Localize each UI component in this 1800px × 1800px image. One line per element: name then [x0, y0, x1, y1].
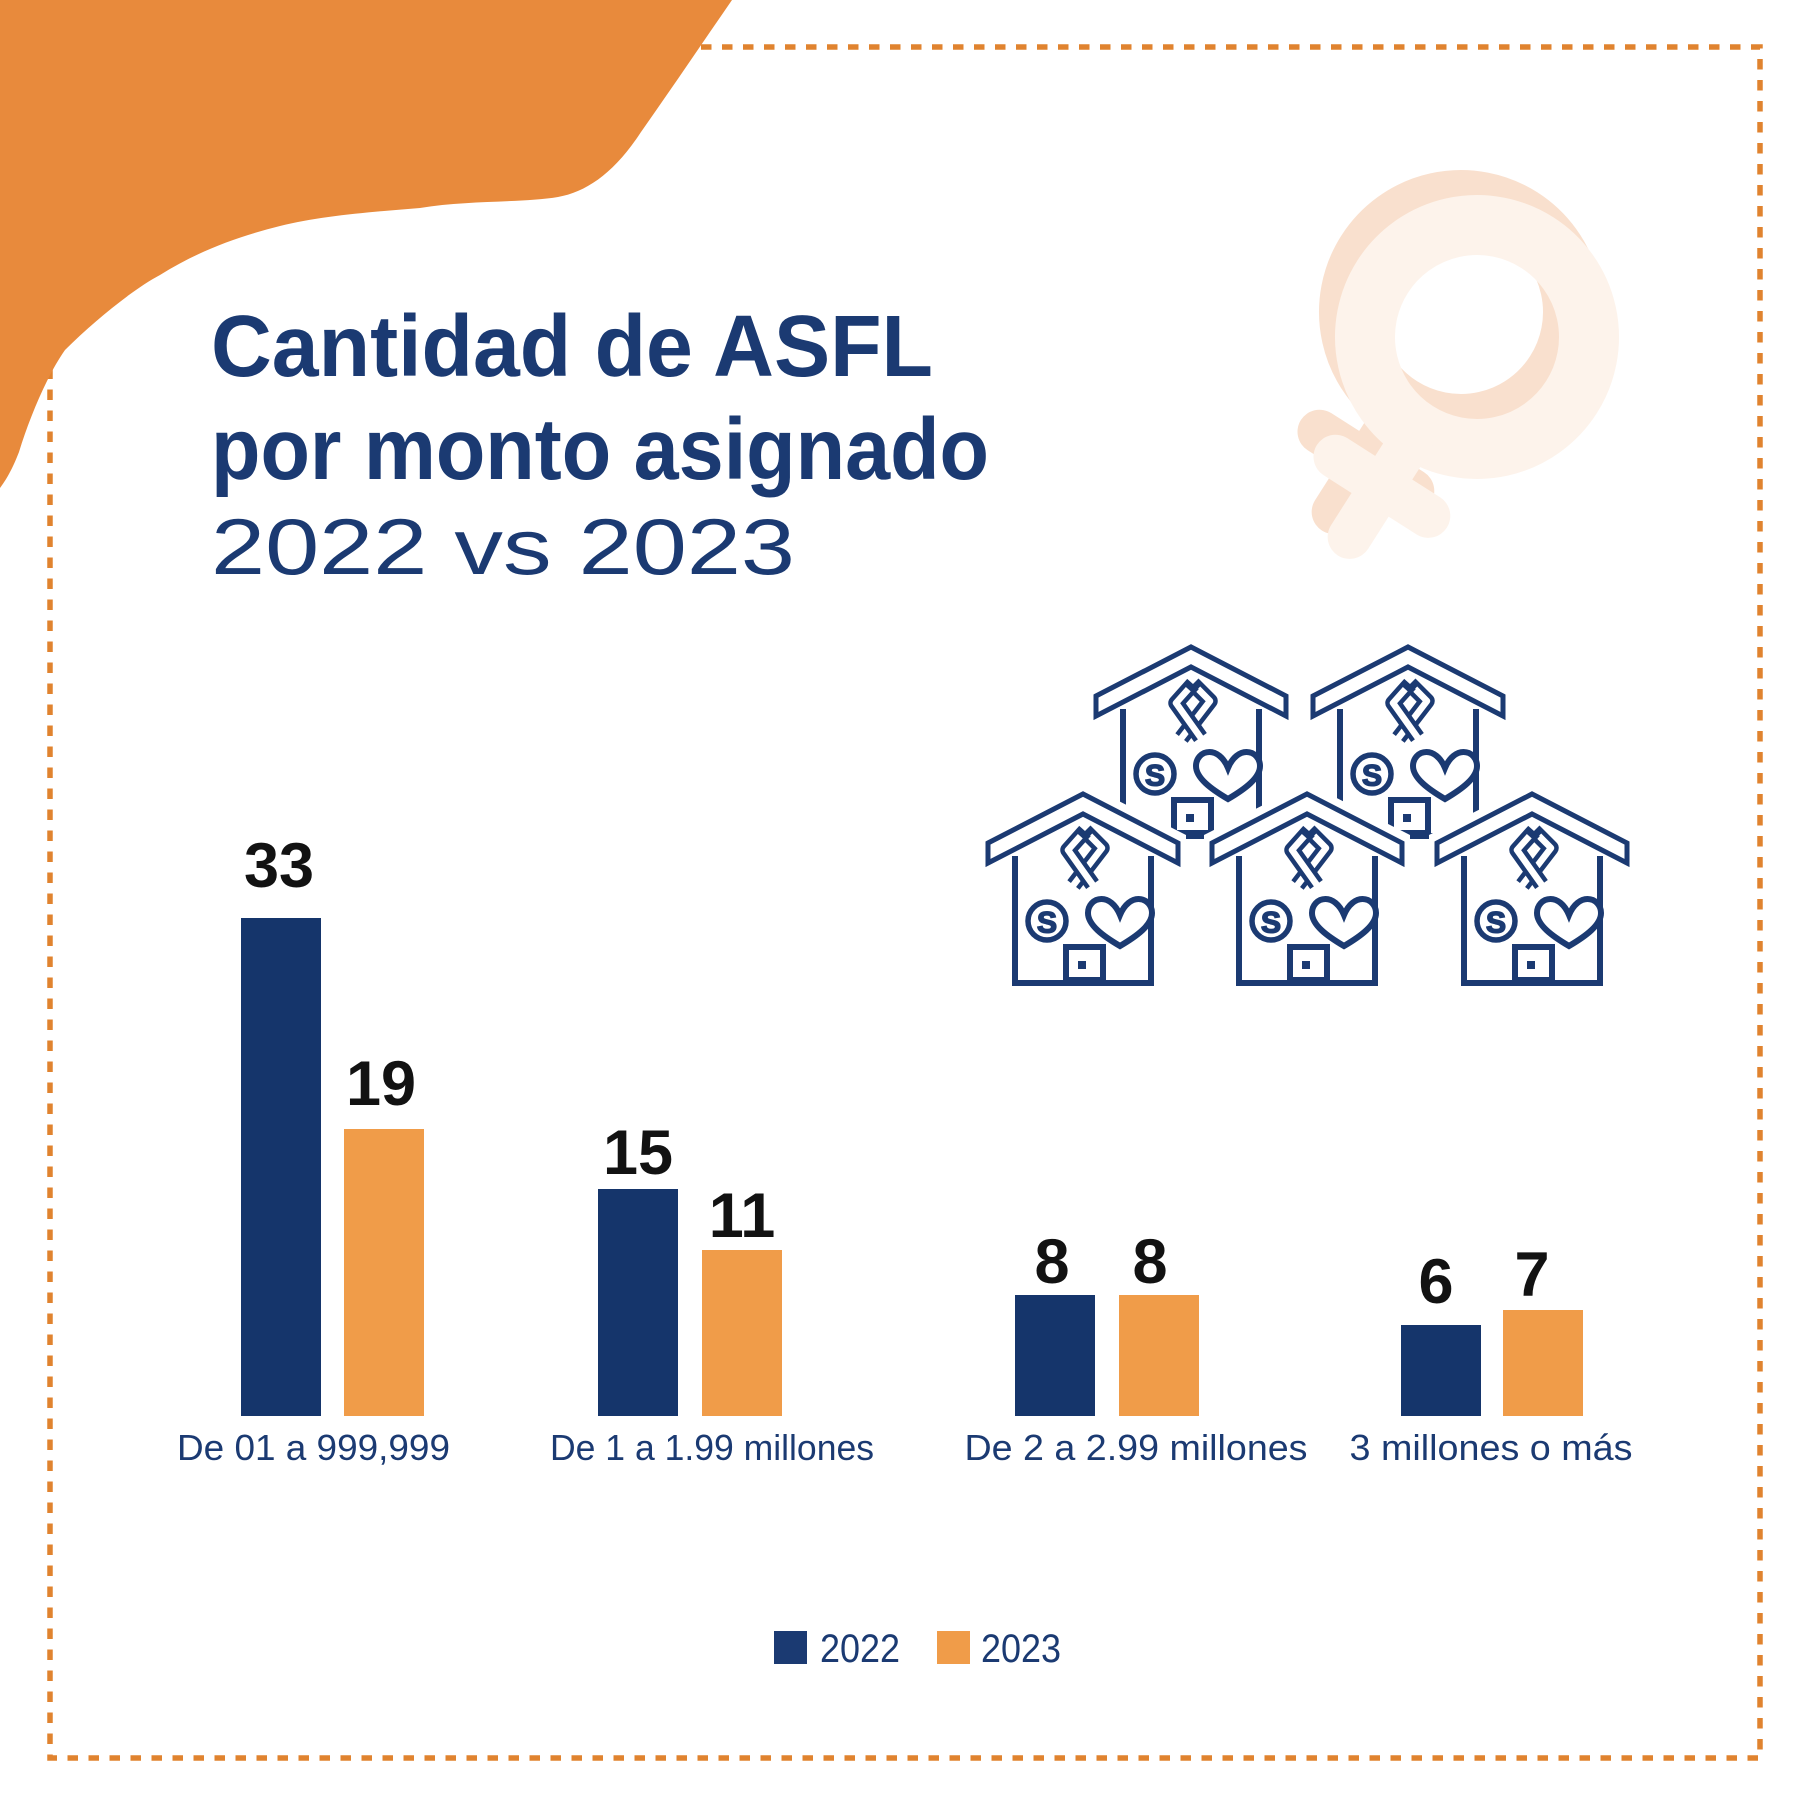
svg-text:33: 33 — [244, 831, 314, 901]
svg-text:11: 11 — [709, 1181, 776, 1251]
svg-text:8: 8 — [1034, 1227, 1069, 1297]
svg-text:15: 15 — [603, 1118, 673, 1188]
svg-text:por monto asignado: por monto asignado — [211, 401, 989, 498]
svg-text:6: 6 — [1418, 1247, 1453, 1317]
svg-text:19: 19 — [346, 1049, 416, 1119]
svg-text:2023: 2023 — [981, 1627, 1061, 1671]
svg-text:3 millones o más: 3 millones o más — [1350, 1427, 1633, 1468]
svg-text:De 1 a 1.99 millones: De 1 a 1.99 millones — [550, 1427, 874, 1468]
svg-text:De 01 a 999,999: De 01 a 999,999 — [177, 1427, 450, 1468]
svg-text:7: 7 — [1514, 1240, 1549, 1310]
svg-text:Cantidad de ASFL: Cantidad de ASFL — [211, 298, 933, 395]
svg-text:De 2 a 2.99 millones: De 2 a 2.99 millones — [965, 1427, 1308, 1468]
svg-text:2022: 2022 — [820, 1627, 900, 1671]
svg-text:8: 8 — [1132, 1227, 1167, 1297]
svg-text:2022 vs 2023: 2022 vs 2023 — [211, 502, 795, 591]
